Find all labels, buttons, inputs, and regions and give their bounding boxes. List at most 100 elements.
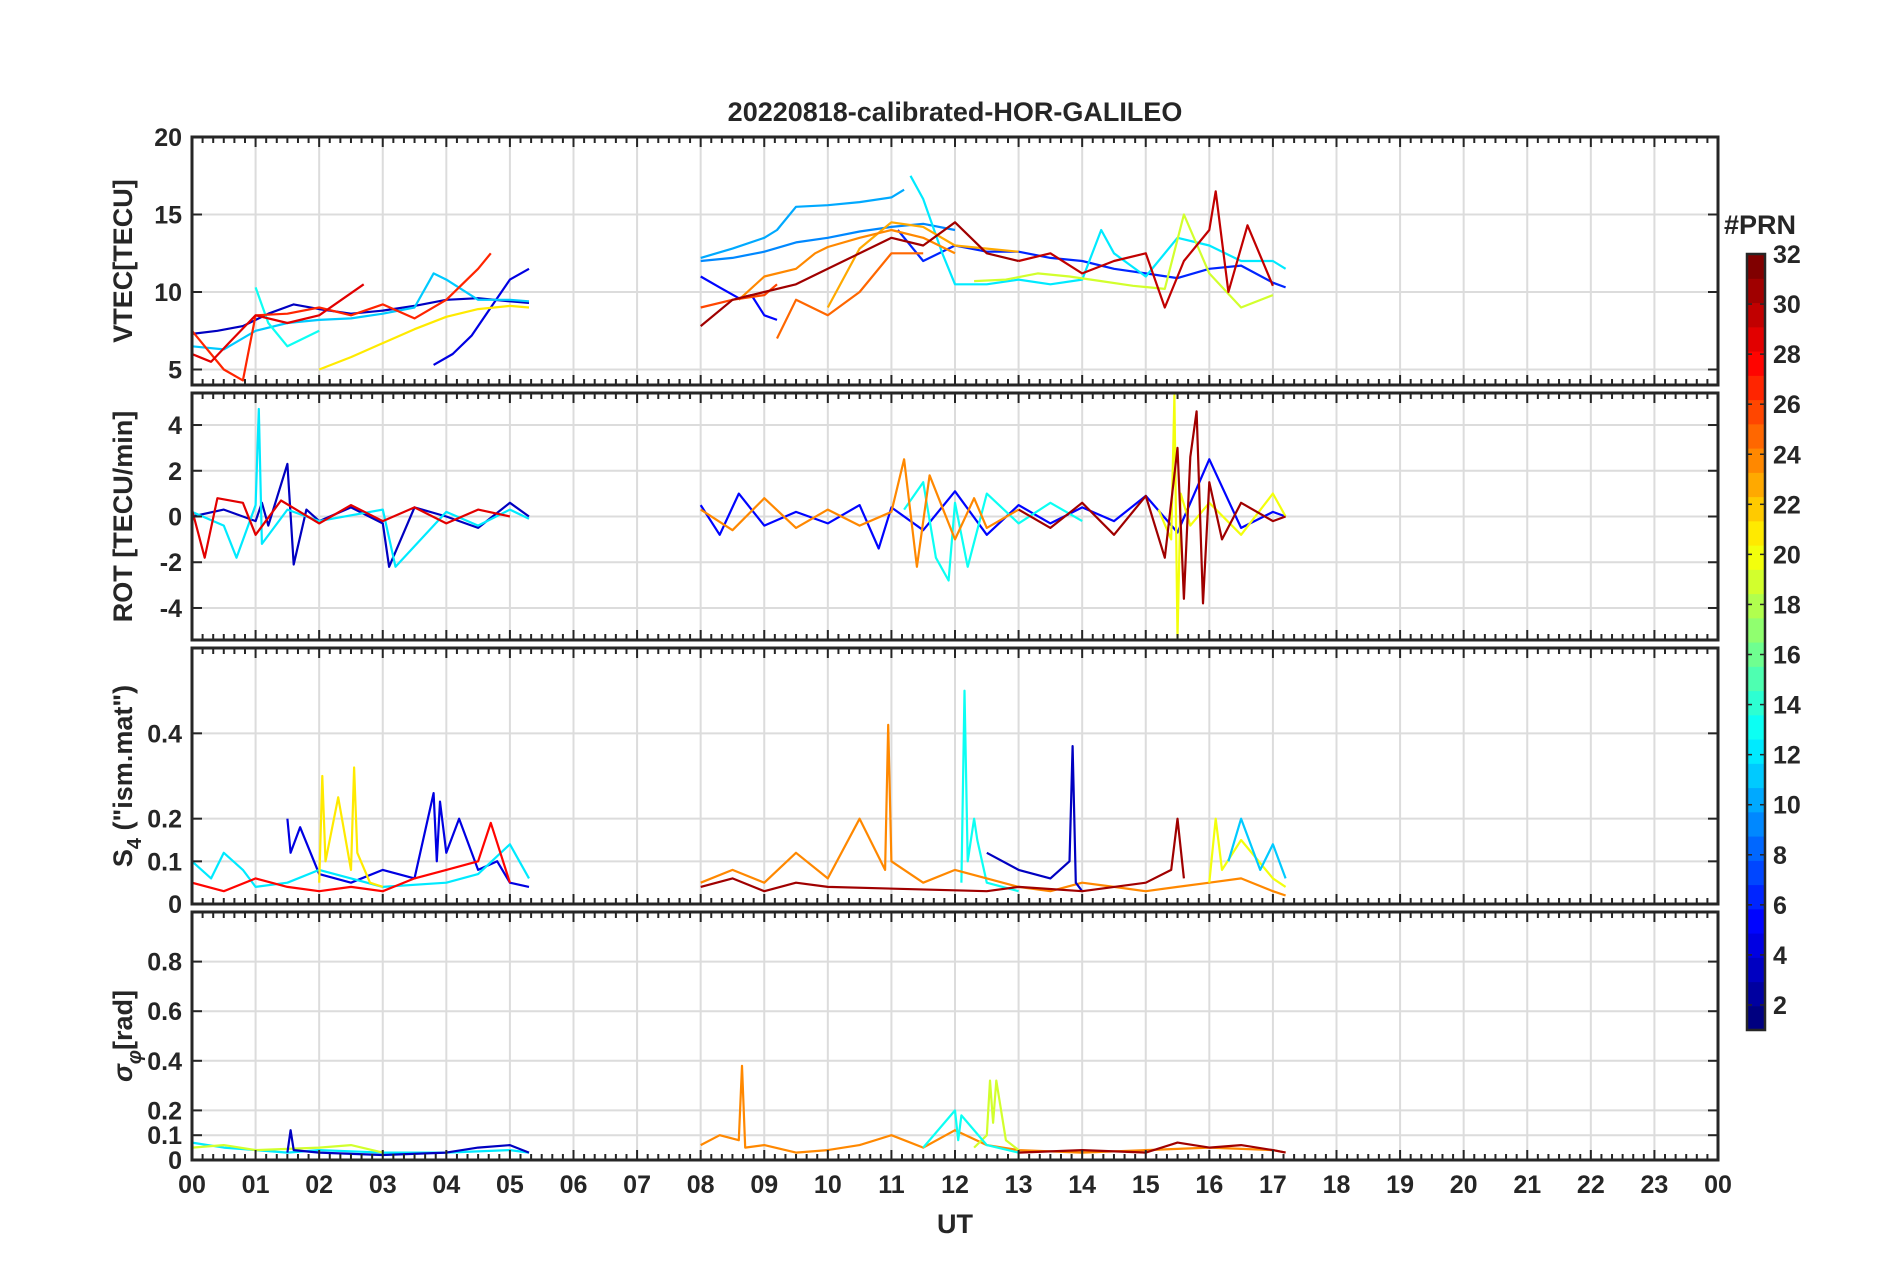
x-tick-label: 14: [1068, 1171, 1096, 1199]
panel-1: 5 10 15 20 VTEC[TECU]: [108, 124, 1720, 387]
x-tick-label: 10: [814, 1171, 842, 1199]
series-prn-12: [192, 407, 530, 568]
colorbar-tick-label: 28: [1773, 341, 1801, 369]
y-tick-label: 10: [154, 279, 182, 307]
colorbar-tick-label: 24: [1773, 441, 1801, 469]
x-tick-label: 00: [178, 1171, 206, 1199]
y-axis-label-sub: 4: [124, 837, 146, 849]
series-prn-10: [700, 188, 905, 259]
y-tick-label: 0.2: [147, 1097, 182, 1125]
y-tick-label: 20: [154, 124, 182, 152]
y-axis-label-rest: ("ism.mat"): [108, 685, 138, 838]
minor-ticks: [191, 912, 1719, 1161]
plot-frame: [190, 391, 1720, 642]
series-prn-31: [1018, 1141, 1286, 1154]
series-prn-4: [433, 267, 530, 366]
colorbar-segment: [1747, 302, 1765, 328]
y-axis-label-rest: [rad]: [108, 990, 138, 1050]
colorbar-segment: [1747, 666, 1765, 692]
series-prn-29: [192, 283, 365, 363]
x-tick-label: 17: [1259, 1171, 1287, 1199]
y-tick-label: 5: [168, 357, 182, 385]
series-prn-19: [973, 1079, 1020, 1151]
series-prn-20: [1157, 394, 1287, 639]
colorbar-tick-label: 16: [1773, 642, 1801, 670]
y-axis-label-sub: φ: [124, 1050, 146, 1064]
colorbar-segment: [1747, 860, 1765, 886]
series-group: [192, 394, 1287, 639]
series-prn-21: [318, 304, 530, 371]
x-tick-label: 21: [1513, 1171, 1541, 1199]
x-tick-label: 12: [941, 1171, 969, 1199]
colorbar-segment: [1747, 690, 1765, 716]
x-tick-label: 13: [1005, 1171, 1033, 1199]
series-prn-12: [909, 175, 1287, 286]
series-prn-24: [738, 228, 956, 301]
series-prn-5: [699, 458, 1286, 550]
x-tick-label: 15: [1132, 1171, 1160, 1199]
colorbar-segment: [1747, 787, 1765, 813]
colorbar-segment: [1747, 423, 1765, 449]
colorbar-tick-label: 10: [1773, 792, 1801, 820]
x-tick-label: 00: [1704, 1171, 1732, 1199]
x-tick-label: 02: [305, 1171, 333, 1199]
colorbar-segment: [1747, 617, 1765, 643]
series-prn-25: [776, 252, 924, 339]
series-prn-21: [318, 766, 384, 888]
colorbar-segment: [1747, 593, 1765, 619]
colorbar-frame: [1745, 252, 1767, 1032]
plot-frame: [190, 646, 1720, 906]
y-axis-label: σφ[rad]: [108, 990, 146, 1082]
series-prn-13: [903, 481, 1083, 582]
y-tick-label: 0: [168, 1147, 182, 1175]
y-axis-label-main: S: [108, 849, 138, 867]
x-tick-label: 20: [1450, 1171, 1478, 1199]
y-tick-label: 4: [168, 412, 182, 440]
series-prn-23: [826, 221, 1019, 309]
colorbar-segment: [1747, 278, 1765, 304]
y-tick-label: 0.4: [147, 1048, 182, 1076]
y-tick-label: 2: [168, 458, 182, 486]
x-tick-label: 03: [369, 1171, 397, 1199]
colorbar-segment: [1747, 714, 1765, 740]
colorbar-segment: [1747, 375, 1765, 401]
series-prn-31: [1018, 410, 1286, 605]
series-prn-3: [192, 297, 530, 335]
x-tick-label: 08: [687, 1171, 715, 1199]
x-tick-label: 16: [1195, 1171, 1223, 1199]
colorbar-segment: [1747, 472, 1765, 498]
series-group: [192, 175, 1287, 382]
y-axis-label-main: σ: [108, 1063, 138, 1082]
colorbar-segment: [1747, 569, 1765, 595]
x-tick-label: 04: [432, 1171, 460, 1199]
chart-title: 20220818-calibrated-HOR-GALILEO: [728, 97, 1183, 127]
colorbar-tick-label: 22: [1773, 491, 1801, 519]
colorbar-tick-label: 2: [1773, 992, 1787, 1020]
series-prn-29: [192, 497, 511, 559]
y-tick-label: -4: [160, 595, 182, 623]
colorbar-segment: [1747, 520, 1765, 546]
colorbar-tick-label: 18: [1773, 591, 1801, 619]
plot-frame: [190, 910, 1720, 1162]
colorbar-tick-label: 8: [1773, 842, 1787, 870]
series-prn-27: [192, 252, 492, 382]
colorbar-label: #PRN: [1724, 210, 1796, 240]
series-prn-13: [960, 689, 1019, 893]
series-prn-11: [192, 272, 530, 351]
y-tick-label: 0.2: [147, 806, 182, 834]
panel-3: 00.10.20.4S4 ("ism.mat"): [108, 646, 1720, 919]
colorbar-segment: [1747, 399, 1765, 425]
colorbar-segment: [1747, 448, 1765, 473]
y-tick-label: 0.4: [147, 720, 182, 748]
colorbar-segment: [1747, 496, 1765, 522]
series-prn-3: [986, 744, 1084, 892]
series-prn-19: [974, 213, 1274, 309]
y-axis-label: VTEC[TECU]: [108, 179, 138, 343]
panel-2: -4 -2 0 2 4 ROT [TECU/min]: [108, 391, 1720, 642]
colorbar-segment: [1747, 836, 1765, 861]
colorbar-segment: [1747, 1005, 1765, 1031]
colorbar-tick-label: 30: [1773, 291, 1801, 319]
series-prn-24: [700, 723, 1286, 897]
